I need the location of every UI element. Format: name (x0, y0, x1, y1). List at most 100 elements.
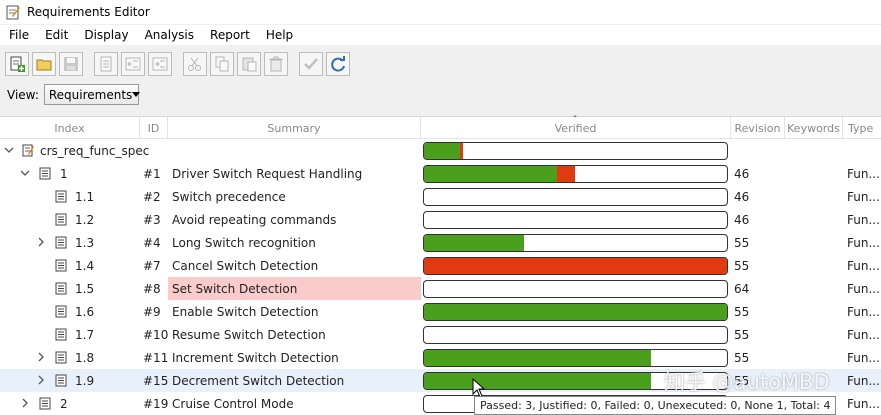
verify-icon (304, 58, 318, 70)
verification-status-bar[interactable] (423, 349, 728, 367)
table-row[interactable]: 1.7 #10 Resume Switch Detection 55 Fun... (0, 323, 881, 346)
column-header-revision[interactable]: Revision (731, 117, 785, 139)
tree-root-row[interactable]: crs_req_func_spec (0, 139, 881, 162)
outdent-button[interactable] (121, 52, 145, 76)
chevron-down-icon (132, 92, 141, 97)
table-row[interactable]: 1.9 #15 Decrement Switch Detection 55 Fun... (0, 369, 881, 392)
verification-status-bar[interactable] (423, 372, 728, 390)
verification-status-bar[interactable] (423, 234, 728, 252)
table-row[interactable]: 1.6 #9 Enable Switch Detection 55 Fun... (0, 300, 881, 323)
row-index: 1.9 (75, 373, 95, 388)
view-label: View: (7, 87, 39, 102)
column-header-type-label: Type (848, 121, 874, 135)
open-folder-icon (36, 59, 52, 71)
menu-edit[interactable]: Edit (45, 28, 69, 42)
table-row[interactable]: 1.1 #2 Switch precedence 46 Fun... (0, 185, 881, 208)
column-header-id[interactable]: ID (140, 117, 168, 139)
column-header-verified-label: Verified (554, 121, 597, 135)
delete-button[interactable] (264, 52, 288, 76)
table-row[interactable]: 1 #1 Driver Switch Request Handling 46 Fun..… (0, 162, 881, 185)
row-index: 1 (60, 166, 68, 181)
requirement-icon (55, 305, 67, 318)
menu-analysis[interactable]: Analysis (144, 28, 195, 42)
row-index: 1.7 (75, 327, 95, 342)
row-index: 2 (60, 396, 68, 411)
row-id: #19 (143, 396, 169, 411)
paste-button[interactable] (237, 52, 261, 76)
passed-segment (424, 304, 727, 320)
copy-icon (215, 56, 229, 72)
chevron-right-icon[interactable] (36, 352, 46, 362)
chevron-down-icon[interactable] (20, 168, 30, 178)
menu-report[interactable]: Report (210, 28, 250, 42)
column-header-verified[interactable]: Verified (421, 117, 731, 139)
column-header-type[interactable]: Type (843, 117, 881, 139)
column-header-index[interactable]: Index (0, 117, 140, 139)
row-revision: 55 (734, 327, 750, 342)
view-dropdown[interactable]: Requirements (43, 84, 141, 105)
menu-file[interactable]: File (9, 28, 30, 42)
chevron-right-icon[interactable] (20, 398, 30, 408)
requirement-icon (39, 397, 51, 410)
verification-status-bar[interactable] (423, 326, 728, 344)
add-requirement-icon (10, 56, 25, 72)
row-id: #1 (143, 166, 161, 181)
requirement-set-icon (22, 144, 34, 157)
menu-display[interactable]: Display (84, 28, 129, 42)
chevron-down-icon[interactable] (4, 145, 14, 155)
table-row[interactable]: 1.3 #4 Long Switch recognition 55 Fun... (0, 231, 881, 254)
indent-button[interactable] (148, 52, 172, 76)
save-button[interactable] (59, 52, 83, 76)
column-header-keywords[interactable]: Keywords (785, 117, 843, 139)
row-id: #11 (143, 350, 169, 365)
row-type: Fun... (847, 258, 880, 273)
table-row[interactable]: 1.5 #8 Set Switch Detection 64 Fun... (0, 277, 881, 300)
row-revision: 55 (734, 373, 750, 388)
indent-icon (152, 57, 168, 71)
verification-status-bar[interactable] (423, 280, 728, 298)
row-id: #10 (143, 327, 169, 342)
table-row[interactable]: 1.4 #7 Cancel Switch Detection 55 Fun... (0, 254, 881, 277)
table-row[interactable]: 1.2 #3 Avoid repeating commands 46 Fun... (0, 208, 881, 231)
verification-status-bar[interactable] (423, 303, 728, 321)
table-header: Index ID Summary Verified Revision Keywo… (0, 117, 881, 139)
verification-status-bar[interactable] (423, 257, 728, 275)
row-revision: 55 (734, 235, 750, 250)
row-revision: 46 (734, 166, 750, 181)
row-summary: Cruise Control Mode (172, 396, 294, 411)
refresh-icon (331, 56, 345, 72)
passed-segment (424, 235, 524, 251)
row-type: Fun... (847, 373, 880, 388)
add-requirement-button[interactable] (5, 52, 29, 76)
verification-status-bar[interactable] (423, 165, 728, 183)
row-type: Fun... (847, 304, 880, 319)
requirement-icon (55, 351, 67, 364)
table-row[interactable]: 1.8 #11 Increment Switch Detection 55 Fun... (0, 346, 881, 369)
row-index: 1.5 (75, 281, 95, 296)
requirement-icon (55, 213, 67, 226)
copy-button[interactable] (210, 52, 234, 76)
verification-status-bar[interactable] (423, 188, 728, 206)
verify-button[interactable] (299, 52, 323, 76)
title-bar: Requirements Editor (0, 0, 881, 25)
refresh-button[interactable] (326, 52, 350, 76)
column-header-keywords-label: Keywords (787, 121, 840, 135)
chevron-right-icon[interactable] (36, 237, 46, 247)
row-revision: 64 (734, 281, 750, 296)
mouse-cursor-icon (472, 378, 486, 398)
requirement-icon (39, 167, 51, 180)
new-document-button[interactable] (94, 52, 118, 76)
row-id: #7 (143, 258, 161, 273)
requirement-icon (55, 374, 67, 387)
chevron-right-icon[interactable] (36, 375, 46, 385)
verification-status-bar[interactable] (423, 211, 728, 229)
cut-button[interactable] (183, 52, 207, 76)
column-header-summary[interactable]: Summary (168, 117, 421, 139)
row-index: 1.2 (75, 212, 95, 227)
open-button[interactable] (32, 52, 56, 76)
row-revision: 55 (734, 350, 750, 365)
toolbar (5, 51, 353, 77)
verification-status-bar[interactable] (423, 142, 728, 160)
menu-help[interactable]: Help (265, 28, 294, 42)
menu-bar: File Edit Display Analysis Report Help (0, 25, 881, 45)
